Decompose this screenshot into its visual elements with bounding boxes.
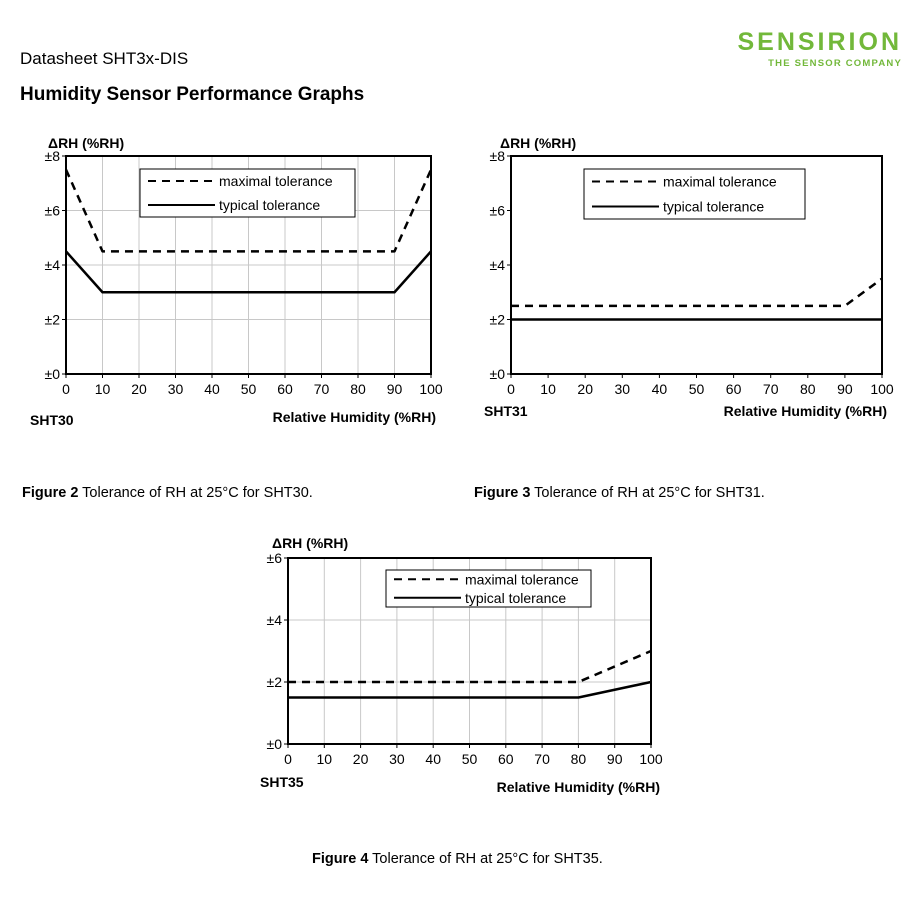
x-tick-label: 0 [284, 751, 292, 767]
legend-label: typical tolerance [663, 199, 764, 215]
x-tick-label: 40 [204, 381, 220, 397]
x-tick-label: 50 [462, 751, 478, 767]
figure-2-label: Figure 2 [22, 485, 79, 501]
y-tick-label: ±6 [45, 203, 61, 219]
sensirion-logo: SENSIRION THE SENSOR COMPANY [690, 28, 902, 70]
y-tick-label: ±2 [490, 312, 506, 328]
x-tick-label: 20 [131, 381, 147, 397]
x-tick-label: 50 [689, 381, 705, 397]
x-tick-label: 10 [95, 381, 111, 397]
x-tick-label: 90 [837, 381, 853, 397]
y-tick-label: ±4 [45, 257, 61, 273]
y-axis-label: ΔRH (%RH) [48, 135, 124, 151]
figure-3-text: Tolerance of RH at 25°C for SHT31. [530, 485, 765, 501]
y-tick-label: ±0 [267, 736, 283, 752]
x-tick-label: 100 [870, 381, 894, 397]
x-tick-label: 80 [800, 381, 816, 397]
x-tick-label: 30 [168, 381, 184, 397]
sensor-label: SHT31 [484, 403, 528, 419]
x-axis-label: Relative Humidity (%RH) [724, 403, 887, 419]
x-tick-label: 90 [607, 751, 623, 767]
x-tick-label: 60 [726, 381, 742, 397]
legend-box [139, 168, 356, 218]
legend-label: maximal tolerance [219, 173, 333, 189]
x-axis-label: Relative Humidity (%RH) [497, 779, 660, 795]
y-tick-label: ±8 [490, 148, 506, 164]
x-tick-label: 30 [389, 751, 405, 767]
y-tick-label: ±0 [490, 366, 506, 382]
x-tick-label: 80 [350, 381, 366, 397]
x-tick-label: 0 [507, 381, 515, 397]
x-tick-label: 60 [498, 751, 514, 767]
figure-4-text: Tolerance of RH at 25°C for SHT35. [368, 851, 603, 867]
x-tick-label: 10 [540, 381, 556, 397]
figure-4-label: Figure 4 [312, 851, 369, 867]
y-tick-label: ±6 [267, 550, 283, 566]
figure-4-caption: Figure 4 Tolerance of RH at 25°C for SHT… [312, 851, 603, 867]
logo-tagline: THE SENSOR COMPANY [768, 58, 902, 69]
x-tick-label: 10 [317, 751, 333, 767]
y-tick-label: ±2 [267, 674, 283, 690]
x-tick-label: 30 [615, 381, 631, 397]
y-axis-label: ΔRH (%RH) [272, 535, 348, 551]
x-tick-label: 90 [387, 381, 403, 397]
sensor-label: SHT35 [260, 774, 304, 790]
y-tick-label: ±0 [45, 366, 61, 382]
x-tick-label: 70 [763, 381, 779, 397]
series-line-maximal [288, 649, 652, 684]
section-title: Humidity Sensor Performance Graphs [20, 84, 365, 105]
x-tick-label: 40 [425, 751, 441, 767]
figure-2-caption: Figure 2 Tolerance of RH at 25°C for SHT… [22, 485, 313, 501]
y-tick-label: ±8 [45, 148, 61, 164]
x-tick-label: 70 [534, 751, 550, 767]
figure-3-caption: Figure 3 Tolerance of RH at 25°C for SHT… [474, 485, 765, 501]
logo-wordmark: SENSIRION [737, 28, 902, 56]
x-axis-label: Relative Humidity (%RH) [273, 409, 436, 425]
legend-box [385, 569, 592, 608]
legend-box [583, 168, 806, 220]
x-tick-label: 60 [277, 381, 293, 397]
x-tick-label: 0 [62, 381, 70, 397]
y-axis-label: ΔRH (%RH) [500, 135, 576, 151]
series-line-maximal [64, 169, 433, 253]
legend-label: maximal tolerance [663, 174, 777, 190]
series-line-typical [65, 250, 432, 294]
legend-label: maximal tolerance [465, 571, 579, 587]
x-tick-label: 50 [241, 381, 257, 397]
sensor-label: SHT30 [30, 412, 74, 428]
y-tick-label: ±4 [490, 257, 506, 273]
x-tick-label: 100 [639, 751, 663, 767]
y-tick-label: ±4 [267, 612, 283, 628]
figure-2-text: Tolerance of RH at 25°C for SHT30. [78, 485, 313, 501]
x-tick-label: 80 [571, 751, 587, 767]
y-tick-label: ±6 [490, 203, 506, 219]
legend-label: typical tolerance [465, 590, 566, 606]
document-title: Datasheet SHT3x-DIS [20, 49, 189, 68]
x-tick-label: 20 [353, 751, 369, 767]
series-line-maximal [511, 277, 883, 308]
x-tick-label: 100 [419, 381, 443, 397]
legend-label: typical tolerance [219, 197, 320, 213]
y-tick-label: ±2 [45, 312, 61, 328]
x-tick-label: 70 [314, 381, 330, 397]
x-tick-label: 20 [577, 381, 593, 397]
x-tick-label: 40 [652, 381, 668, 397]
figure-3-label: Figure 3 [474, 485, 531, 501]
